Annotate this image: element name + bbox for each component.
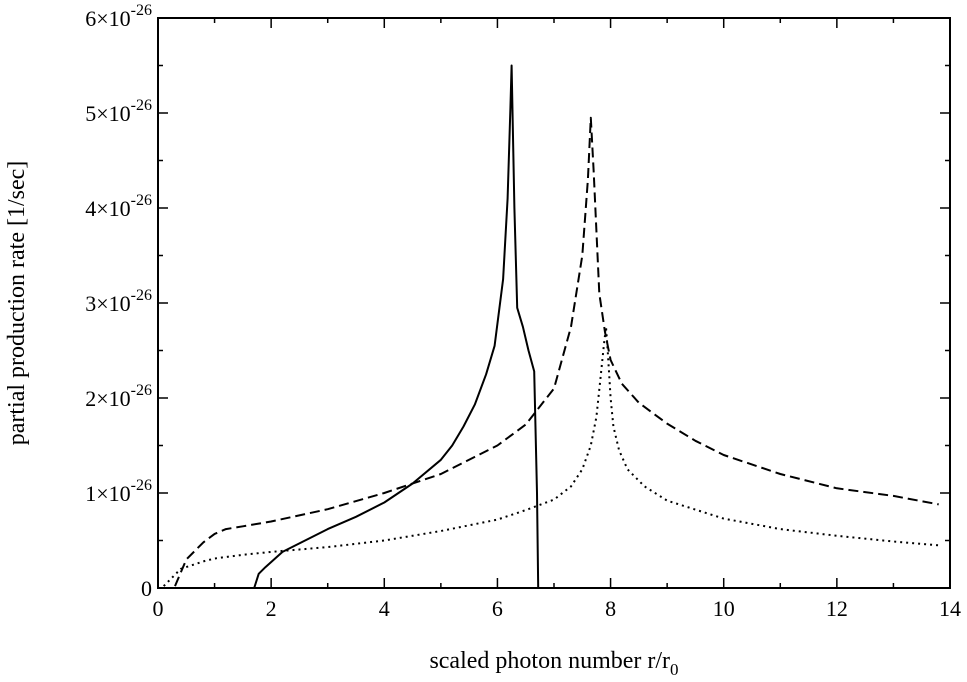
- plot-frame: [157, 17, 951, 589]
- series-line-dotted: [162, 325, 939, 587]
- y-tick-label: 4×10-26: [85, 192, 152, 221]
- x-tick-label: 14: [939, 596, 961, 621]
- x-axis-label-subscript: 0: [670, 660, 679, 679]
- y-tick-label: 0: [141, 576, 152, 601]
- x-tick-label: 0: [153, 596, 164, 621]
- x-tick-label: 4: [379, 596, 390, 621]
- y-tick-label: 3×10-26: [85, 287, 152, 316]
- x-tick-label: 10: [713, 596, 735, 621]
- y-tick-label: 5×10-26: [85, 97, 152, 126]
- y-tick-label: 2×10-26: [85, 382, 152, 411]
- x-tick-label: 2: [266, 596, 277, 621]
- x-tick-label: 12: [826, 596, 848, 621]
- y-tick-label: 6×10-26: [85, 2, 152, 31]
- y-tick-label: 1×10-26: [85, 477, 152, 506]
- tick-labels: 0 2 4 6 8 10 12 14 0 1×10-26 2×10-26 3×10-26 4×10-26…: [85, 2, 961, 621]
- x-tick-label: 6: [492, 596, 503, 621]
- ticks: [157, 17, 951, 589]
- x-tick-label: 8: [605, 596, 616, 621]
- y-axis-label: partial production rate [1/sec]: [4, 161, 30, 446]
- x-axis-label: scaled photon number r/r0: [429, 648, 678, 679]
- series-line-solid: [253, 64, 540, 589]
- series-layer: [162, 64, 939, 589]
- series-line-dashed: [174, 116, 939, 587]
